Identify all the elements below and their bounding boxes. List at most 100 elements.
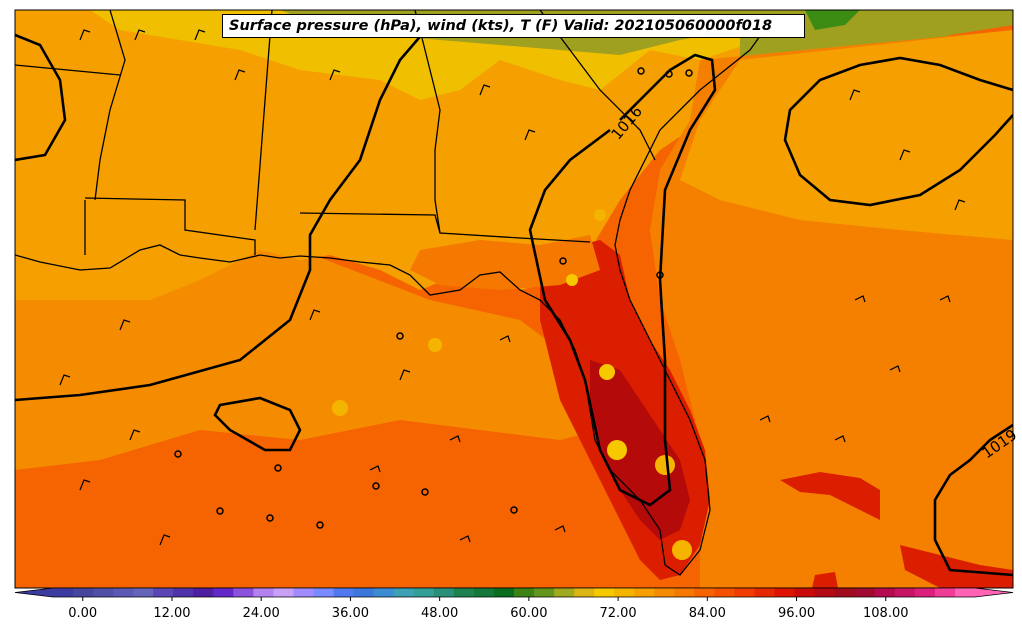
colorbar-segment xyxy=(153,588,174,597)
map-field xyxy=(15,10,1013,588)
wind-barb xyxy=(449,435,461,443)
colorbar-segment xyxy=(293,588,315,597)
cuba-west xyxy=(900,545,1013,588)
calm-circle xyxy=(685,69,693,77)
green-patch xyxy=(805,10,860,30)
border-al-ga xyxy=(414,10,441,234)
colorbar-segment xyxy=(253,588,275,597)
wind-barb xyxy=(119,319,131,331)
colorbar-tick-label: 36.00 xyxy=(331,606,370,621)
colorbar-segment xyxy=(514,588,535,597)
colorbar-segment xyxy=(333,588,355,597)
colorbar-tick-label: 0.00 xyxy=(68,606,98,621)
calm-circle xyxy=(559,257,567,265)
wind-barb xyxy=(459,535,471,543)
colorbar-segment xyxy=(734,588,756,597)
wind-barb xyxy=(159,534,171,546)
colorbar-segment xyxy=(934,588,956,597)
isobar-1019 xyxy=(933,423,1013,577)
colorbar-segment xyxy=(433,588,455,597)
wind-barb xyxy=(129,429,141,441)
colorbar-tick-label: 84.00 xyxy=(688,606,726,621)
isobar-florida xyxy=(528,53,717,507)
colorbar-segment xyxy=(874,588,896,597)
wind-barb xyxy=(59,374,71,386)
wind-barb xyxy=(759,415,771,423)
calm-markers xyxy=(174,67,693,529)
panhandle-warm xyxy=(410,235,600,290)
colorbar-segment xyxy=(393,588,415,597)
colorbar-segment xyxy=(714,588,736,597)
isobar-low-gulf xyxy=(213,396,302,452)
colorbar-segment xyxy=(594,588,615,597)
wind-barb xyxy=(834,435,846,443)
colorbar-segment xyxy=(914,588,936,597)
calm-circle xyxy=(637,67,645,75)
wind-barb xyxy=(889,365,901,373)
colorbar-tick-label: 72.00 xyxy=(599,606,637,621)
colorbar-segment xyxy=(614,588,635,597)
colorbar-segment xyxy=(93,588,114,597)
wind-barb xyxy=(954,199,966,211)
calm-circle xyxy=(396,332,404,340)
isobar-1016 xyxy=(15,24,431,402)
wind-barb xyxy=(854,295,866,303)
colorbar-tick-label: 24.00 xyxy=(242,606,280,621)
colorbar-segment xyxy=(233,588,255,597)
colorbar-segment xyxy=(53,588,74,597)
wind-barb xyxy=(234,69,246,81)
wind-barb xyxy=(899,149,911,161)
colorbar-segment xyxy=(694,588,716,597)
colorbar-segment xyxy=(814,588,836,597)
colorbar-tick-label: 12.00 xyxy=(153,606,191,621)
isobar-texas xyxy=(15,33,67,162)
colorbar-segment xyxy=(634,588,655,597)
wind-barb xyxy=(939,295,951,303)
hotspot xyxy=(672,540,692,560)
calm-circle xyxy=(510,506,518,514)
wind-barb xyxy=(399,369,411,381)
hotspot xyxy=(332,400,348,416)
colorbar-segment xyxy=(554,588,575,597)
wind-barb xyxy=(524,129,536,141)
colorbar-segment xyxy=(133,588,154,597)
wind-barb xyxy=(329,69,341,81)
colorbar-tick-label: 108.00 xyxy=(863,606,909,621)
colorbar-segment xyxy=(473,588,495,597)
colorbar-segment xyxy=(213,588,234,597)
hotspot xyxy=(566,274,578,286)
colorbar-segment xyxy=(754,588,776,597)
border-la-ms xyxy=(84,197,256,255)
colorbar-segment xyxy=(854,588,876,597)
colorbar-arrow-right xyxy=(975,588,1013,597)
calm-circle xyxy=(174,450,182,458)
border-ms-al xyxy=(254,10,273,231)
colorbar-segment xyxy=(493,588,515,597)
wind-barb xyxy=(499,335,511,343)
colorbar-segment xyxy=(373,588,395,597)
border-ga-sc xyxy=(539,10,656,161)
river-delta xyxy=(94,10,126,201)
colorbar-arrow-left xyxy=(15,588,53,597)
colorbar xyxy=(14,587,1014,601)
wind-barb xyxy=(554,525,566,533)
gulf-north-band xyxy=(15,240,600,470)
isobar-atlantic-north xyxy=(783,56,1013,207)
colorbar-segment xyxy=(674,588,695,597)
wind-barb xyxy=(134,29,146,41)
wind-barb xyxy=(309,309,321,321)
colorbar-segment xyxy=(453,588,475,597)
cuba-south xyxy=(812,572,838,588)
calm-circle xyxy=(372,482,380,490)
colorbar-segment xyxy=(774,588,796,597)
hotspot xyxy=(607,440,627,460)
wind-barb xyxy=(849,89,861,101)
colorbar-segment xyxy=(273,588,295,597)
cuba xyxy=(780,472,880,520)
wind-barb xyxy=(194,29,206,41)
border-la-ar xyxy=(15,64,121,76)
colorbar-segment xyxy=(193,588,214,597)
colorbar-segment xyxy=(353,588,375,597)
colorbar-tick-label: 96.00 xyxy=(777,606,816,621)
border-al-fl xyxy=(299,212,591,243)
